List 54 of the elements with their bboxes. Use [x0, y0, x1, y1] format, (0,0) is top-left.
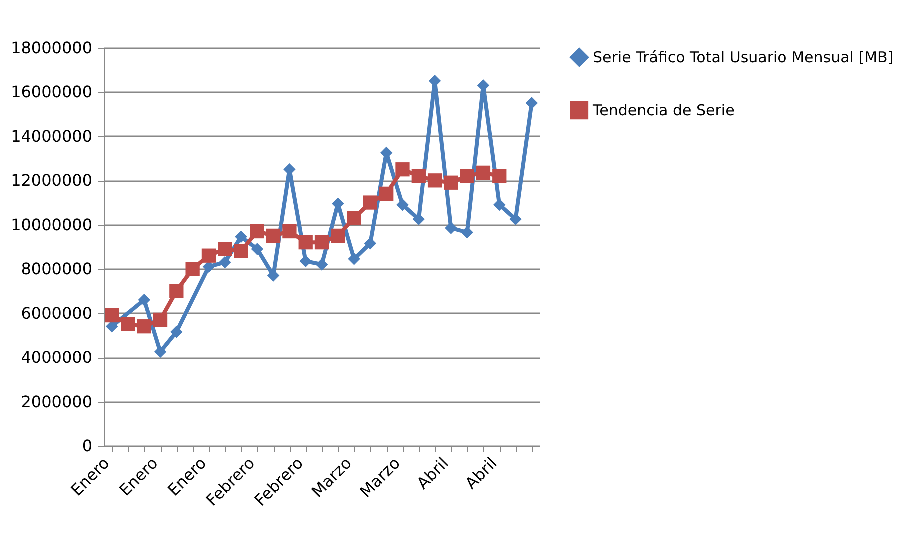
y-tick-label: 18000000: [11, 38, 92, 58]
point: [347, 211, 362, 226]
point: [331, 228, 346, 244]
legend-label: Serie Tráfico Total Usuario Mensual [MB]: [593, 48, 894, 66]
point: [380, 186, 394, 202]
y-tick-label: 14000000: [11, 126, 92, 146]
point: [105, 308, 120, 323]
point: [251, 243, 264, 256]
point: [138, 294, 150, 306]
point: [316, 258, 328, 271]
y-tick-label: 6000000: [21, 304, 92, 323]
point: [250, 224, 264, 239]
point: [348, 253, 360, 266]
point: [510, 213, 522, 226]
point: [428, 174, 442, 188]
point: [492, 169, 507, 184]
legend-label: Tendencia de Serie: [592, 102, 735, 120]
point: [363, 196, 378, 210]
point: [412, 213, 426, 226]
point: [282, 224, 297, 239]
point: [526, 97, 538, 110]
point: [494, 198, 506, 212]
point: [266, 228, 281, 244]
point: [476, 166, 491, 180]
point: [298, 236, 313, 250]
point: [154, 346, 167, 358]
point: [314, 236, 330, 250]
point: [444, 176, 458, 190]
point: [396, 198, 409, 212]
point: [121, 317, 136, 332]
point: [218, 242, 232, 256]
point: [396, 162, 410, 177]
point: [461, 226, 474, 239]
point: [235, 230, 248, 244]
y-tick-label: 0: [82, 436, 92, 456]
point: [186, 262, 200, 276]
y-tick-label: 10000000: [11, 215, 92, 234]
point: [300, 255, 312, 268]
y-tick-label: 12000000: [11, 171, 92, 190]
point: [218, 256, 232, 269]
point: [153, 312, 168, 328]
y-tick-label: 8000000: [21, 260, 92, 279]
point: [364, 238, 377, 250]
y-tick-label: 2000000: [21, 392, 92, 412]
y-tick-label: 4000000: [21, 348, 92, 368]
point: [234, 244, 248, 258]
point: [412, 169, 426, 184]
point: [170, 326, 183, 338]
point: [170, 284, 184, 298]
point: [137, 320, 152, 334]
point: [445, 222, 458, 234]
point: [460, 169, 474, 184]
point: [202, 248, 216, 263]
y-tick-label: 16000000: [11, 82, 92, 102]
